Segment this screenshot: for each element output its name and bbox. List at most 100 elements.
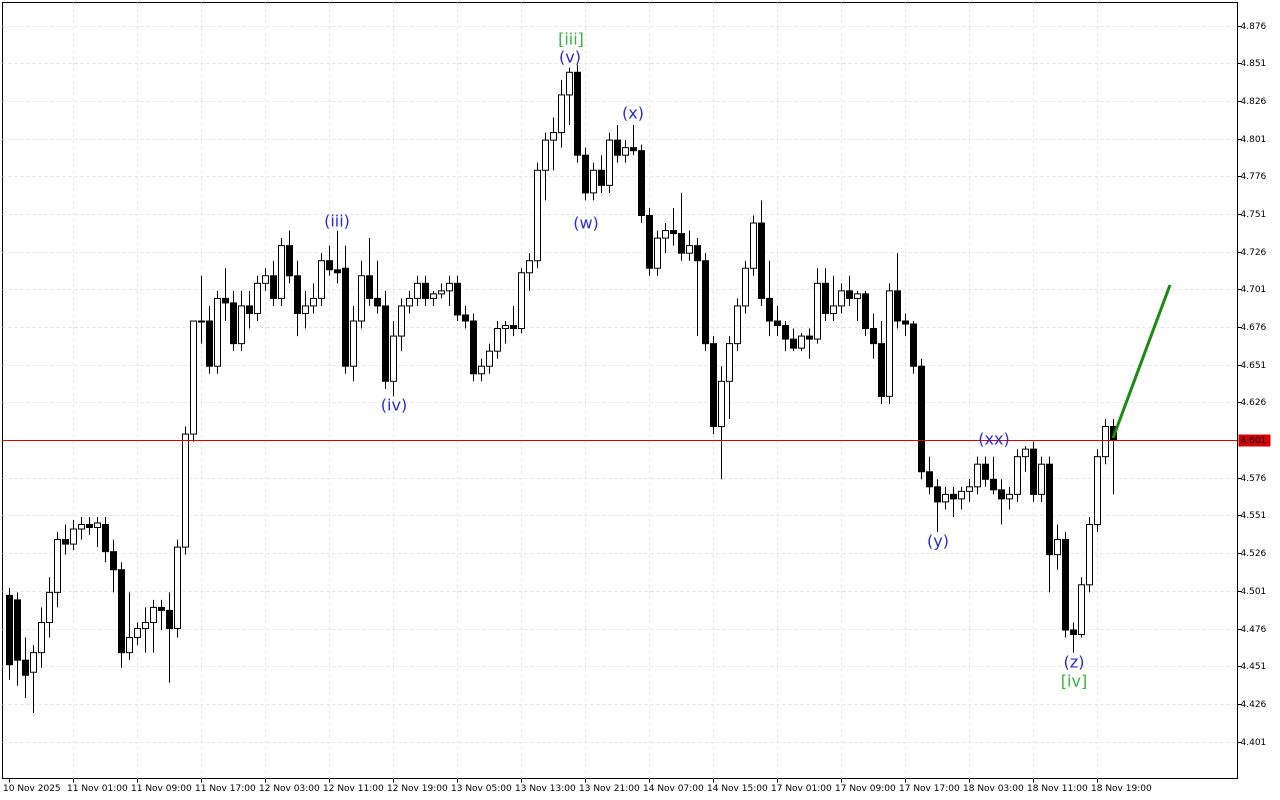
candle-body bbox=[550, 132, 557, 141]
candle-body bbox=[102, 524, 109, 553]
y-tick-label: 4.801 bbox=[1241, 135, 1267, 145]
candle-body bbox=[998, 489, 1005, 500]
candle-body bbox=[934, 486, 941, 503]
candle-body bbox=[46, 591, 53, 623]
candle-body bbox=[910, 323, 917, 367]
candle-body bbox=[430, 293, 437, 299]
candle-body bbox=[774, 320, 781, 327]
candle-body bbox=[174, 546, 181, 630]
y-tick-label: 4.476 bbox=[1241, 625, 1267, 635]
candle-body bbox=[1006, 493, 1013, 500]
candle-body bbox=[318, 260, 325, 299]
candle-body bbox=[646, 214, 653, 269]
candle-body bbox=[854, 293, 861, 299]
candle-body bbox=[534, 169, 541, 262]
candle-body bbox=[254, 282, 261, 314]
candle-body bbox=[1014, 456, 1021, 495]
candle-body bbox=[214, 297, 221, 367]
candle-body bbox=[518, 272, 525, 330]
candle-body bbox=[662, 230, 669, 239]
y-tick-label: 4.726 bbox=[1241, 248, 1267, 258]
wave-label: (v) bbox=[559, 48, 581, 67]
candle-body bbox=[734, 305, 741, 345]
candle-body bbox=[38, 621, 45, 654]
candle-body bbox=[342, 267, 349, 367]
wave-label: (iii) bbox=[324, 212, 350, 231]
candle-body bbox=[470, 320, 477, 375]
candle-body bbox=[510, 325, 517, 330]
candle-body bbox=[830, 305, 837, 314]
candle-body bbox=[1070, 629, 1077, 636]
candle-body bbox=[918, 365, 925, 473]
candle-body bbox=[438, 290, 445, 295]
candle-body bbox=[158, 606, 165, 611]
x-tick-label: 17 Nov 01:00 bbox=[771, 784, 832, 794]
candle-body bbox=[278, 245, 285, 299]
x-tick-label: 11 Nov 09:00 bbox=[131, 784, 192, 794]
y-tick-label: 4.776 bbox=[1241, 172, 1267, 182]
candle-body bbox=[118, 569, 125, 654]
wave-label: (xx) bbox=[978, 430, 1009, 449]
candle-body bbox=[582, 154, 589, 194]
y-tick-label: 4.651 bbox=[1241, 361, 1267, 371]
y-tick-label: 4.676 bbox=[1241, 323, 1267, 333]
candle-body bbox=[678, 233, 685, 254]
candle-body bbox=[606, 139, 613, 186]
candles bbox=[6, 64, 1117, 713]
x-tick-label: 13 Nov 13:00 bbox=[515, 784, 576, 794]
candle-body bbox=[670, 230, 677, 235]
candle-body bbox=[230, 302, 237, 345]
candle-body bbox=[590, 169, 597, 194]
candle-body bbox=[630, 147, 637, 152]
candle-body bbox=[622, 147, 629, 156]
candle-body bbox=[150, 606, 157, 623]
candle-body bbox=[806, 335, 813, 340]
candle-body bbox=[974, 463, 981, 488]
candle-body bbox=[1022, 448, 1029, 458]
x-tick-label: 12 Nov 11:00 bbox=[323, 784, 384, 794]
candle-body bbox=[54, 539, 61, 593]
wave-label: (w) bbox=[573, 214, 599, 233]
candle-body bbox=[742, 267, 749, 307]
candle-body bbox=[990, 478, 997, 491]
candle-body bbox=[950, 493, 957, 500]
candle-body bbox=[326, 260, 333, 271]
wave-label: [iii] bbox=[558, 30, 584, 49]
candle-body bbox=[358, 275, 365, 322]
x-tick-label: 17 Nov 17:00 bbox=[899, 784, 960, 794]
candle-body bbox=[566, 71, 573, 96]
wave-label: [iv] bbox=[1061, 672, 1087, 691]
candle-body bbox=[1102, 426, 1109, 458]
y-tick-label: 4.551 bbox=[1241, 511, 1267, 521]
candle-body bbox=[446, 282, 453, 292]
candle-body bbox=[718, 380, 725, 428]
candle-body bbox=[166, 609, 173, 630]
candle-body bbox=[6, 594, 13, 666]
y-tick-label: 4.451 bbox=[1241, 662, 1267, 672]
x-tick-label: 13 Nov 05:00 bbox=[451, 784, 512, 794]
candle-body bbox=[302, 305, 309, 314]
candle-body bbox=[1054, 539, 1061, 556]
candle-body bbox=[78, 524, 85, 530]
candle-body bbox=[270, 275, 277, 299]
x-tick-label: 18 Nov 11:00 bbox=[1027, 784, 1088, 794]
candle-body bbox=[894, 290, 901, 322]
x-tick-label: 13 Nov 21:00 bbox=[579, 784, 640, 794]
candle-body bbox=[686, 245, 693, 254]
candle-body bbox=[238, 305, 245, 345]
candle-body bbox=[558, 94, 565, 134]
price-label-bg bbox=[1238, 434, 1271, 447]
candle-body bbox=[454, 282, 461, 316]
candle-body bbox=[870, 328, 877, 345]
candle-body bbox=[30, 652, 37, 673]
wave-label: (z) bbox=[1064, 653, 1085, 672]
candle-body bbox=[702, 260, 709, 345]
candle-body bbox=[1030, 448, 1037, 495]
candle-body bbox=[638, 150, 645, 216]
candle-body bbox=[414, 282, 421, 299]
candle-body bbox=[966, 486, 973, 492]
candle-body bbox=[262, 275, 269, 284]
candle-body bbox=[758, 222, 765, 299]
